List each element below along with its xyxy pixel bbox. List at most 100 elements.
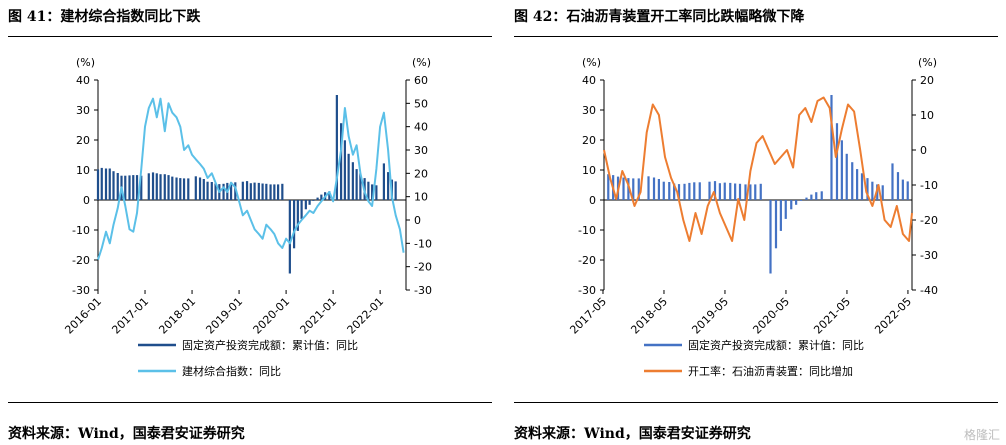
bar	[891, 163, 894, 200]
bar	[104, 168, 108, 200]
bar	[182, 178, 186, 200]
bar	[662, 181, 665, 200]
figure-title: 图 41：建材综合指数同比下跌	[8, 9, 201, 25]
bar	[627, 178, 630, 200]
bar	[116, 173, 119, 200]
x-axis-tick-label: 2018-05	[628, 295, 670, 337]
bar	[304, 200, 307, 210]
bar	[135, 175, 139, 200]
bar	[754, 184, 757, 200]
chart-svg: (%) (%) 40 30 20 10 0 -10 -20 -30 20 10 0 -10 -20 -30 -4…	[567, 56, 938, 378]
left-axis-tick-label: -20	[72, 254, 90, 267]
left-axis-tick-label: 0	[83, 194, 90, 207]
title-divider	[514, 36, 998, 37]
bar	[734, 183, 737, 200]
watermark-logo: 格隆汇	[963, 428, 1000, 442]
bar	[866, 178, 869, 200]
right-axis-tick-label: -20	[920, 214, 938, 227]
chart-svg: (%) (%) 40 30 20 10 0 -10 -20 -30 60 50 40 30 20 10 0 -10…	[62, 56, 432, 378]
bar	[749, 184, 752, 200]
bar	[784, 200, 787, 219]
left-axis-tick-label: 30	[76, 104, 90, 117]
x-axis-tick-label: 2021-01	[298, 295, 340, 337]
figure-title: 图 42：石油沥青装置开工率同比跌幅略微下降	[514, 9, 805, 25]
bar	[249, 183, 252, 200]
right-axis-tick-label: -30	[920, 249, 938, 262]
left-axis-tick-label: 20	[582, 134, 596, 147]
x-axis-tick-label: 2021-05	[811, 295, 853, 337]
bar	[840, 140, 843, 200]
right-axis-tick-label: 60	[414, 74, 428, 87]
bar	[265, 183, 268, 200]
bar	[835, 123, 839, 200]
bar	[647, 176, 650, 200]
chart-panel-left: 图 41：建材综合指数同比下跌 (%) (%) 40 30 20 10 0 -10 -20 -30…	[8, 0, 498, 445]
series-line	[97, 97, 405, 261]
bar	[622, 177, 625, 200]
bar	[96, 169, 100, 200]
bar	[163, 174, 166, 200]
bar	[790, 200, 793, 210]
bar	[155, 173, 158, 200]
source-divider	[514, 402, 998, 403]
bar	[906, 181, 909, 200]
bar	[607, 174, 610, 200]
bar	[241, 181, 244, 200]
bar	[738, 183, 742, 200]
bar	[296, 200, 299, 231]
bar	[632, 178, 635, 200]
right-axis-tick-label: 40	[414, 121, 428, 134]
bar	[810, 194, 813, 200]
bar	[382, 163, 385, 200]
bar	[355, 169, 358, 200]
bar	[269, 184, 272, 200]
right-axis-unit: (%)	[412, 56, 431, 69]
bar	[128, 175, 131, 200]
bar	[288, 200, 291, 274]
series-line	[603, 96, 913, 242]
bar	[335, 95, 338, 200]
right-axis-tick-label: -40	[920, 284, 938, 297]
right-axis-tick-label: 0	[920, 144, 927, 157]
bar	[245, 181, 249, 200]
left-axis-tick-label: 40	[76, 74, 90, 87]
bar	[668, 182, 671, 200]
bar	[779, 200, 782, 231]
bar	[657, 179, 660, 200]
bar	[347, 153, 350, 200]
bar	[206, 181, 209, 200]
left-axis-tick-label: 40	[582, 74, 596, 87]
x-axis-tick-label: 2019-05	[689, 295, 731, 337]
bar	[320, 194, 323, 200]
x-axis-tick-label: 2019-01	[203, 295, 245, 337]
left-axis-tick-label: -10	[578, 224, 596, 237]
left-axis-tick-label: -30	[72, 284, 90, 297]
bar	[234, 182, 237, 200]
bar	[257, 182, 260, 200]
bar	[276, 184, 280, 200]
left-axis-tick-label: 30	[582, 104, 596, 117]
bar	[718, 183, 721, 200]
bar	[100, 167, 103, 200]
bar	[273, 184, 276, 200]
bar	[316, 197, 319, 200]
bar	[359, 173, 362, 200]
bar	[677, 184, 681, 200]
legend-label: 固定资产投资完成额：累计值：同比	[688, 338, 864, 352]
bar	[343, 140, 346, 200]
bar	[112, 171, 115, 200]
bar	[708, 181, 711, 200]
bar	[179, 178, 182, 200]
right-axis-tick-label: -30	[414, 284, 432, 297]
bar	[198, 177, 202, 200]
bar	[124, 175, 127, 200]
bar	[744, 184, 747, 200]
bar	[159, 174, 162, 200]
bar	[856, 169, 859, 200]
bar	[713, 181, 717, 200]
bar	[683, 183, 686, 200]
bar	[860, 173, 864, 200]
right-axis-tick-label: -10	[414, 237, 432, 250]
right-axis-tick-label: 50	[414, 97, 428, 110]
bar	[214, 183, 217, 200]
